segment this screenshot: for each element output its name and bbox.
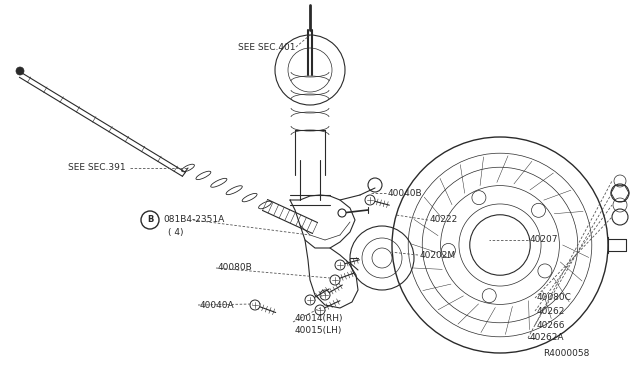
Circle shape xyxy=(250,300,260,310)
Text: SEE SEC.401: SEE SEC.401 xyxy=(237,44,295,52)
Circle shape xyxy=(305,295,315,305)
Text: R4000058: R4000058 xyxy=(543,349,589,357)
Text: 40202M: 40202M xyxy=(420,250,456,260)
Text: 40080B: 40080B xyxy=(218,263,253,273)
Circle shape xyxy=(338,209,346,217)
Text: ( 4): ( 4) xyxy=(168,228,184,237)
Text: 40222: 40222 xyxy=(430,215,458,224)
Text: 40080C: 40080C xyxy=(537,294,572,302)
Circle shape xyxy=(335,260,345,270)
Text: 40262A: 40262A xyxy=(530,334,564,343)
Text: 081B4-2351A: 081B4-2351A xyxy=(163,215,224,224)
Circle shape xyxy=(320,290,330,300)
Text: 40207: 40207 xyxy=(530,235,559,244)
Circle shape xyxy=(16,67,24,75)
Text: 40262: 40262 xyxy=(537,307,565,315)
Text: 40040B: 40040B xyxy=(388,189,422,198)
Text: SEE SEC.391: SEE SEC.391 xyxy=(68,164,125,173)
Text: 40015(LH): 40015(LH) xyxy=(295,326,342,334)
Text: 40040A: 40040A xyxy=(200,301,235,310)
Text: 40266: 40266 xyxy=(537,321,566,330)
Text: 40014(RH): 40014(RH) xyxy=(295,314,344,323)
Circle shape xyxy=(365,195,375,205)
Circle shape xyxy=(315,305,325,315)
Text: B: B xyxy=(147,215,153,224)
Circle shape xyxy=(330,275,340,285)
